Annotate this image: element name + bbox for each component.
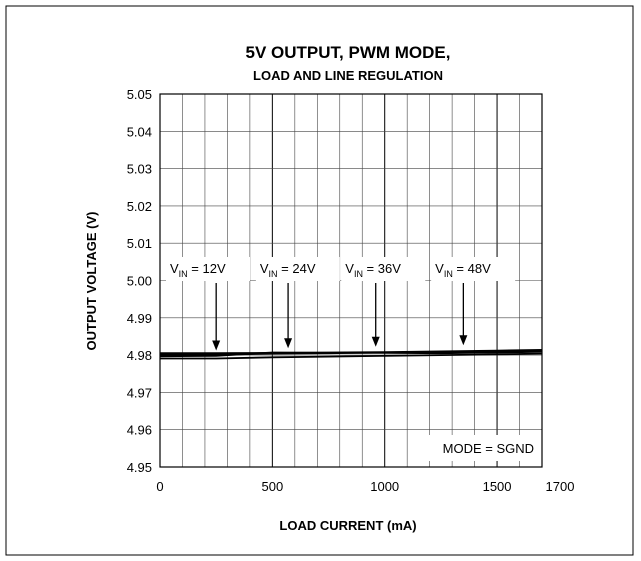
series-arrow-head: [284, 338, 293, 349]
y-tick-label: 5.00: [127, 274, 152, 289]
series-arrow-head: [371, 336, 380, 347]
series-arrow-head: [212, 340, 221, 351]
x-tick-label: 500: [262, 479, 284, 494]
series-arrow-head: [459, 335, 468, 346]
y-tick-labels: 4.95 4.96 4.97 4.98 4.99 5.00 5.01 5.02 5.03 5.04…: [127, 87, 152, 475]
y-tick-label: 5.05: [127, 87, 152, 102]
series-line: [160, 352, 543, 360]
y-tick-label: 4.98: [127, 348, 152, 363]
y-tick-label: 5.02: [127, 199, 152, 214]
plot-series: [159, 349, 543, 360]
x-tick-label: 1700: [546, 479, 575, 494]
series-label-background: [431, 257, 516, 281]
chart-title: 5V OUTPUT, PWM MODE,: [246, 43, 451, 62]
series-label-background: [341, 257, 426, 281]
y-tick-label: 5.03: [127, 162, 152, 177]
x-tick-label: 1500: [483, 479, 512, 494]
y-tick-label: 5.01: [127, 236, 152, 251]
x-axis-label: LOAD CURRENT (mA): [279, 518, 416, 533]
series-line: [160, 349, 543, 355]
x-tick-label: 1000: [370, 479, 399, 494]
series-label-background: [166, 257, 250, 281]
series-label: VIN = 12V: [170, 261, 226, 279]
series-labels: VIN = 12V VIN = 24V VIN = 36V VIN = 48V: [166, 257, 516, 351]
series-label-background: [255, 257, 340, 281]
y-tick-label: 4.95: [127, 460, 152, 475]
mode-annotation-text: MODE = SGND: [443, 441, 534, 456]
y-tick-label: 4.99: [127, 311, 152, 326]
series-label: VIN = 36V: [345, 261, 401, 279]
y-tick-label: 4.97: [127, 385, 152, 400]
mode-annotation: MODE = SGND: [414, 435, 536, 461]
x-tick-label: 0: [156, 479, 163, 494]
x-tick-labels: 0 500 1000 1500 1700: [156, 479, 574, 494]
y-tick-label: 4.96: [127, 423, 152, 438]
y-axis-label: OUTPUT VOLTAGE (V): [84, 212, 99, 351]
chart-subtitle: LOAD AND LINE REGULATION: [253, 68, 443, 83]
series-label: VIN = 48V: [435, 261, 491, 279]
series-label: VIN = 24V: [260, 261, 316, 279]
plot-area: [159, 93, 543, 468]
y-tick-label: 5.04: [127, 124, 152, 139]
